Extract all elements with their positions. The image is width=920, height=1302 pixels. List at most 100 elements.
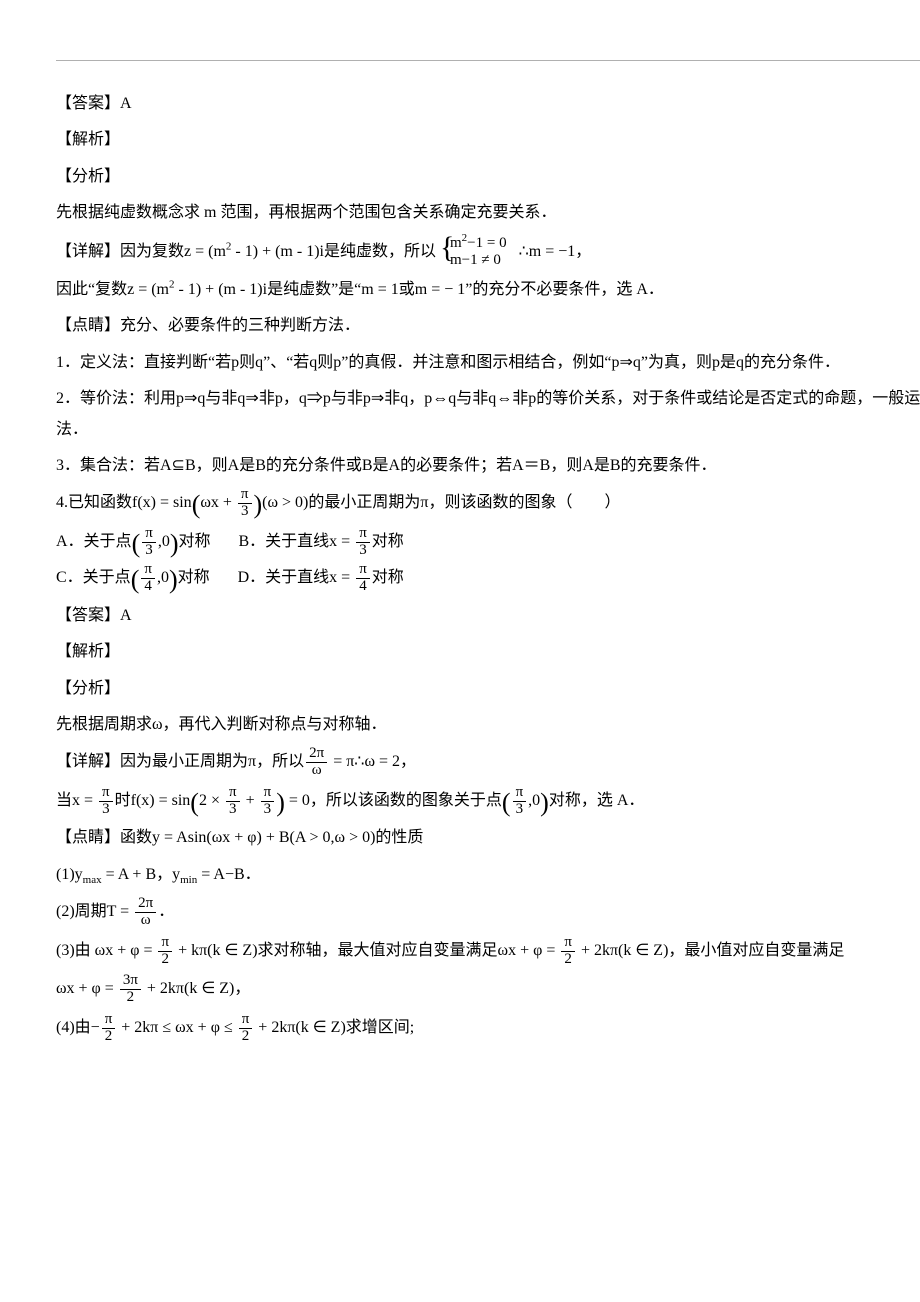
top-rule xyxy=(56,60,920,61)
d2-pt: ,0 xyxy=(528,792,540,809)
frac-2pi-w: 2πω xyxy=(306,746,327,779)
frac-d2-2: π3 xyxy=(226,785,240,818)
den: 3 xyxy=(261,801,275,818)
q4-option-b: B．关于直线x = π3对称 xyxy=(239,526,404,559)
q3-dj-3: 3．集合法：若A⊆B，则A是B的充分条件或B是A的必要条件；若A＝B，则A是B的… xyxy=(56,451,920,481)
num: 2π xyxy=(306,746,327,762)
q4-detail-2: 当x = π3时f(x) = sin(2 × π3 + π3) = 0，所以该函… xyxy=(56,785,920,818)
num: π xyxy=(142,526,156,542)
optC-r: ,0 xyxy=(157,569,169,586)
optB-l: B．关于直线x = xyxy=(239,533,355,550)
q3-dj-2: 2．等价法：利用p⇒q与非q⇒非p，q⇒p与非p⇒非q，p⇔q与非q⇔非p的等价… xyxy=(56,384,920,445)
den: 4 xyxy=(141,578,155,595)
frac-dj3-1: π2 xyxy=(158,935,172,968)
frac-dj4-2: π2 xyxy=(239,1012,253,1045)
dj3b-a: ωx + φ = xyxy=(56,980,118,997)
q4-option-a: A．关于点(π3,0)对称 xyxy=(56,526,211,559)
q3-detail-p1: 因为复数z = (m xyxy=(120,242,226,259)
dj1-max: max xyxy=(83,874,102,886)
dj4-a: (4)由− xyxy=(56,1019,100,1036)
q4-dj-intro: 函数y = Asin(ωx + φ) + B(A > 0,ω > 0)的性质 xyxy=(120,829,423,846)
num: π xyxy=(561,935,575,951)
q4-stem: 4.已知函数f(x) = sin(ωx + π3)(ω > 0)的最小正周期为π… xyxy=(56,487,920,520)
dj2-b: ． xyxy=(158,903,174,920)
q4-option-d: D．关于直线x = π4对称 xyxy=(238,562,404,595)
q4-d1-a: 因为最小正周期为π，所以 xyxy=(120,753,304,770)
optC-l: C．关于点 xyxy=(56,569,131,586)
frac-dj3-3: 3π2 xyxy=(120,973,141,1006)
rparen-c: ) xyxy=(169,567,178,593)
den: 2 xyxy=(102,1028,116,1045)
q4-fenxi-label: 【分析】 xyxy=(56,674,920,704)
frac-d2-3: π3 xyxy=(261,785,275,818)
frac-d2-1: π3 xyxy=(99,785,113,818)
optC-tail: 对称 xyxy=(178,569,210,586)
q4-option-c: C．关于点(π4,0)对称 xyxy=(56,562,210,595)
num: π xyxy=(158,935,172,951)
q4-stem-p1: 4.已知函数f(x) = sin xyxy=(56,494,192,511)
q4-answer-value: A xyxy=(120,607,132,624)
q3-detail-after: ∴m = −1， xyxy=(519,242,592,259)
q4-detail-1: 【详解】因为最小正周期为π，所以2πω = π∴ω = 2， xyxy=(56,746,920,779)
lparen-a: ( xyxy=(132,531,141,557)
frac-dj3-2: π2 xyxy=(561,935,575,968)
rparen-icon: ) xyxy=(254,492,263,518)
sys-top-r: −1 = 0 xyxy=(467,235,506,251)
num: π xyxy=(513,785,527,801)
q4-dj-1: (1)ymax = A + B，ymin = A−B． xyxy=(56,860,920,890)
q4-dj-3: (3)由 ωx + φ = π2 + kπ(k ∈ Z)求对称轴，最大值对应自变… xyxy=(56,935,920,968)
q3-conclusion: 因此“复数z = (m2 - 1) + (m - 1)i是纯虚数”是“m = 1… xyxy=(56,275,920,305)
q3-detail-mid: - 1) + (m - 1)i是纯虚数，所以 xyxy=(231,242,436,259)
num: π xyxy=(141,562,155,578)
q3-dj-intro: 充分、必要条件的三种判断方法． xyxy=(120,317,360,334)
optB-tail: 对称 xyxy=(372,533,404,550)
q3-dj: 【点睛】充分、必要条件的三种判断方法． xyxy=(56,311,920,341)
den: 2 xyxy=(120,989,141,1006)
q3-fenxi-text: 先根据纯虚数概念求 m 范围，再根据两个范围包含关系确定充要关系． xyxy=(56,198,920,228)
lparen-d2: ( xyxy=(190,790,199,816)
q3-dj-1: 1．定义法：直接判断“若p则q”、“若q则p”的真假．并注意和图示相结合，例如“… xyxy=(56,348,920,378)
num: π xyxy=(99,785,113,801)
den: 3 xyxy=(226,801,240,818)
optA-tail: 对称 xyxy=(178,533,210,550)
frac-a: π3 xyxy=(142,526,156,559)
q4-dj-3b: ωx + φ = 3π2 + 2kπ(k ∈ Z)， xyxy=(56,973,920,1006)
dj1-b: = A + B，y xyxy=(102,866,181,883)
q3-con-p1: 因此“复数z = (m xyxy=(56,281,169,298)
dj4-c: + 2kπ(k ∈ Z)求增区间; xyxy=(254,1019,414,1036)
rparen-d2: ) xyxy=(276,790,285,816)
den: ω xyxy=(306,762,327,779)
d2-a: 当x = xyxy=(56,792,97,809)
dj3-b: + kπ(k ∈ Z)求对称轴，最大值对应自变量满足ωx + φ = xyxy=(174,942,559,959)
answer-label: 【答案】 xyxy=(56,95,120,112)
num: π xyxy=(356,562,370,578)
num: π xyxy=(261,785,275,801)
dj3b-b: + 2kπ(k ∈ Z)， xyxy=(143,980,250,997)
num: π xyxy=(356,526,370,542)
d2-d: 对称，选 A． xyxy=(549,792,645,809)
dj3-c: + 2kπ(k ∈ Z)，最小值对应自变量满足 xyxy=(577,942,844,959)
d2-arg-b: + xyxy=(242,792,259,809)
frac-dj4-1: π2 xyxy=(102,1012,116,1045)
den: ω xyxy=(135,912,156,929)
q4-dj-4: (4)由−π2 + 2kπ ≤ ωx + φ ≤ π2 + 2kπ(k ∈ Z)… xyxy=(56,1012,920,1045)
den: 3 xyxy=(142,542,156,559)
num: π xyxy=(102,1012,116,1028)
frac-b: π3 xyxy=(356,526,370,559)
den: 3 xyxy=(238,503,252,520)
q4-jiexi-label: 【解析】 xyxy=(56,637,920,667)
dj2-a: (2)周期T = xyxy=(56,903,133,920)
q3-answer: 【答案】A xyxy=(56,89,920,119)
dj-label-2: 【点睛】 xyxy=(56,829,120,846)
q4-answer: 【答案】A xyxy=(56,601,920,631)
den: 2 xyxy=(561,951,575,968)
num: π xyxy=(239,1012,253,1028)
frac-c: π4 xyxy=(141,562,155,595)
num: 3π xyxy=(120,973,141,989)
optD-tail: 对称 xyxy=(372,569,404,586)
lparen-d2b: ( xyxy=(502,790,511,816)
q3-con-p2: - 1) + (m - 1)i是纯虚数”是“m = 1或m = − 1”的充分不… xyxy=(175,281,664,298)
num: 2π xyxy=(135,896,156,912)
den: 2 xyxy=(158,951,172,968)
q4-options: A．关于点(π3,0)对称 B．关于直线x = π3对称 C．关于点(π4,0)… xyxy=(56,526,920,595)
